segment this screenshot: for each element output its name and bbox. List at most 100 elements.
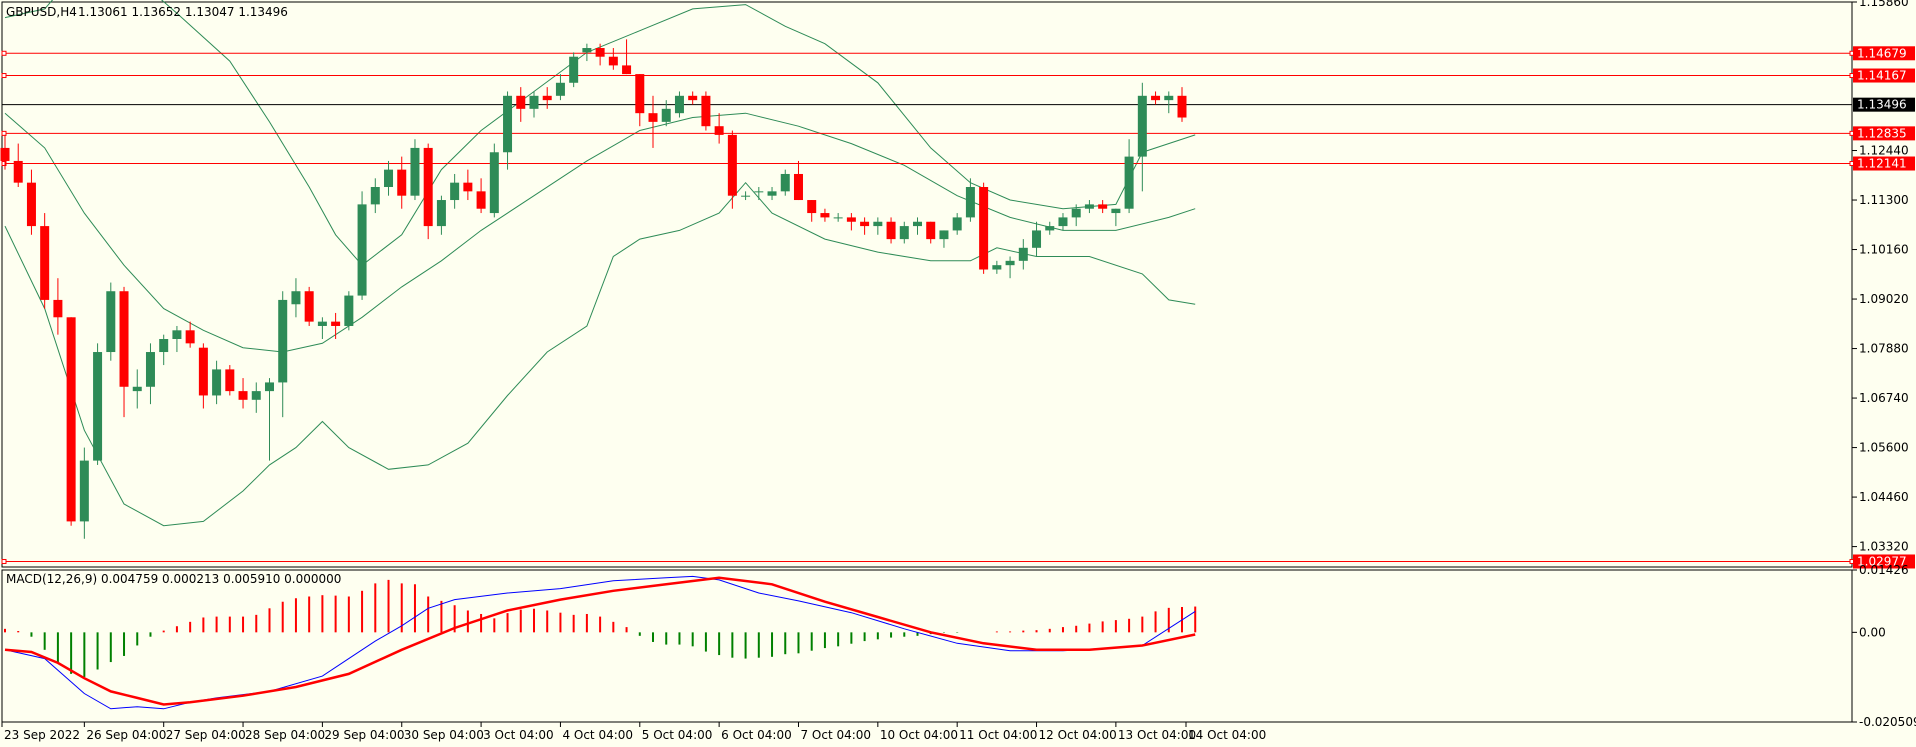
candle-body (106, 291, 116, 353)
horizontal-levels[interactable] (1, 50, 1855, 564)
candle-body (489, 152, 499, 214)
candle (635, 74, 645, 127)
macd-tick-label: 0.01426 (1859, 563, 1909, 577)
candle-body (225, 369, 235, 392)
time-tick-label: 5 Oct 04:00 (642, 728, 713, 742)
candle-body (1045, 226, 1055, 231)
candle (582, 43, 592, 62)
candle-body (185, 330, 195, 344)
candle (608, 48, 618, 70)
time-tick-label: 29 Sep 04:00 (324, 728, 404, 742)
candle-body (251, 391, 261, 400)
time-tick-label: 12 Oct 04:00 (1039, 728, 1117, 742)
candle (397, 156, 407, 209)
macd-indicator (4, 575, 1197, 710)
candle-body (238, 391, 248, 400)
price-tick-label: 1.10160 (1859, 243, 1909, 257)
candle (463, 169, 473, 201)
candle (555, 74, 565, 101)
bollinger-bands (4, 0, 1196, 527)
candle (264, 378, 274, 461)
candle (1045, 221, 1055, 235)
bollinger-upper (4, 0, 1196, 266)
candle-body (1058, 217, 1068, 227)
candle-body (1111, 208, 1121, 214)
macd-line (4, 575, 1196, 710)
candle-body (397, 169, 407, 196)
price-tick-label: 1.15860 (1859, 0, 1909, 9)
candle (357, 191, 367, 300)
symbol-label: GBPUSD,H4 (6, 5, 77, 19)
candle-body (278, 299, 288, 383)
candle (661, 100, 671, 127)
candle-body (555, 82, 565, 96)
candle-body (357, 204, 367, 296)
candle-body (159, 339, 169, 353)
candle (622, 39, 632, 75)
candle (1151, 91, 1161, 105)
candle (807, 200, 817, 222)
time-tick-label: 23 Sep 2022 (4, 728, 80, 742)
candle (899, 221, 909, 244)
level-handle-left (1, 50, 7, 56)
candle-body (754, 191, 764, 193)
candle-body (384, 169, 394, 188)
candle-body (860, 221, 870, 227)
ohlc-label: 1.13061 1.13652 1.13047 1.13496 (78, 5, 288, 19)
candle-body (595, 48, 605, 57)
candle (1124, 139, 1134, 214)
candle (714, 113, 724, 144)
candle-body (93, 352, 103, 461)
candle-body (172, 330, 182, 340)
price-tick-label: 1.12440 (1859, 144, 1909, 158)
time-tick-label: 4 Oct 04:00 (562, 728, 633, 742)
candle (317, 317, 327, 340)
candle-body (846, 217, 856, 222)
price-axis: 1.15860 1.12440 1.11300 1.10160 1.09020 1.078… (1852, 0, 1915, 569)
candle-body (450, 182, 460, 201)
candle-body (807, 200, 817, 214)
macd-tick-label: 0.00 (1859, 625, 1886, 639)
candle (370, 178, 380, 214)
level-price-label: 1.12835 (1857, 126, 1907, 140)
candle (860, 217, 870, 235)
candle (542, 87, 552, 109)
candle-body (661, 108, 671, 122)
candle (40, 213, 50, 309)
candle-body (727, 134, 737, 196)
price-tick-label: 1.05600 (1859, 441, 1909, 455)
candle-body (648, 113, 658, 122)
candle-body (1164, 95, 1174, 101)
candle (119, 286, 129, 418)
level-price-label: 1.12141 (1857, 157, 1907, 171)
candle-body (66, 317, 76, 522)
level-handle-left (1, 558, 7, 564)
time-tick-label: 10 Oct 04:00 (880, 728, 958, 742)
level-price-tag (1853, 554, 1915, 569)
candle-body (622, 65, 632, 75)
candle-body (317, 321, 327, 326)
candle-body (820, 213, 830, 218)
candle (66, 317, 76, 526)
candle-body (529, 95, 539, 109)
candle (344, 291, 354, 331)
candle (727, 130, 737, 209)
price-tick-label: 1.03320 (1859, 540, 1909, 554)
candle (886, 217, 896, 244)
candle (529, 91, 539, 118)
candle (965, 178, 975, 222)
level-price-tag (1853, 156, 1915, 171)
time-tick-label: 7 Oct 04:00 (800, 728, 871, 742)
candle-body (198, 347, 208, 396)
candle-body (741, 195, 751, 197)
candle-body (608, 56, 618, 66)
candle-body (886, 221, 896, 240)
candle-body (0, 147, 10, 161)
candle (648, 95, 658, 148)
candle (251, 382, 261, 413)
price-tick-label: 1.09020 (1859, 292, 1909, 306)
candle-body (1177, 95, 1187, 118)
candle (939, 230, 949, 248)
candle-body (926, 221, 936, 240)
